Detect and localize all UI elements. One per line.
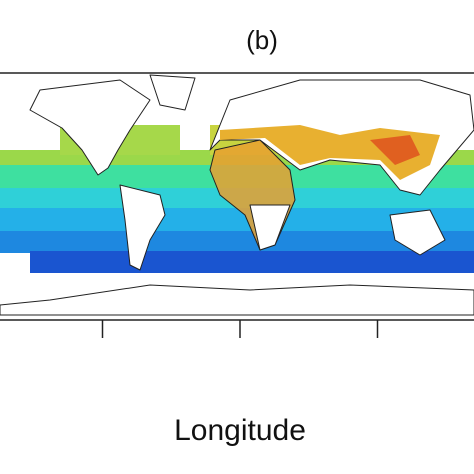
southern-africa (249, 204, 291, 251)
chart-title: (b) (246, 25, 278, 55)
field-band (0, 231, 474, 253)
map-panel (0, 72, 474, 321)
australia (389, 209, 446, 256)
x-axis-label: Longitude (174, 414, 306, 447)
field-band (30, 251, 474, 273)
hotspot (370, 135, 420, 165)
greenland (149, 74, 196, 111)
north-america (29, 79, 151, 176)
antarctica (0, 284, 474, 316)
south-america (119, 184, 166, 271)
